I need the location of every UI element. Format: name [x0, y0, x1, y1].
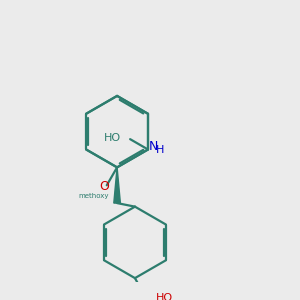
Text: O: O	[99, 180, 109, 193]
Polygon shape	[114, 167, 120, 203]
Text: H: H	[156, 146, 164, 155]
Text: HO: HO	[103, 133, 121, 143]
Text: N: N	[149, 140, 158, 153]
Text: HO: HO	[156, 293, 173, 300]
Text: methoxy: methoxy	[78, 193, 109, 199]
